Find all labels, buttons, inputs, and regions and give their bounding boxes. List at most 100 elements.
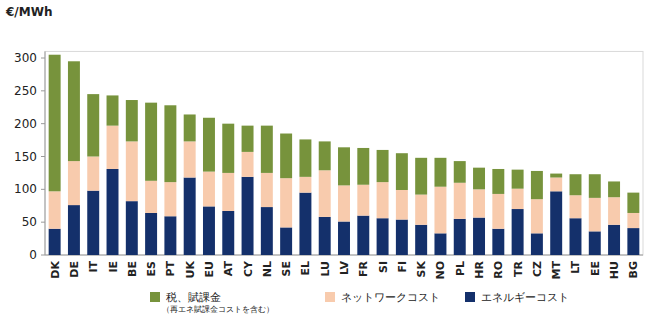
bar-segment <box>454 183 466 219</box>
bar-segment <box>357 216 369 255</box>
x-tick-label: RO <box>492 261 505 279</box>
bar-segment <box>512 189 524 209</box>
legend-label: エネルギーコスト <box>481 291 569 304</box>
y-tick-label: 250 <box>14 84 37 98</box>
bar-segment <box>107 169 119 255</box>
bar-segment <box>222 211 234 255</box>
bar-segment <box>87 94 99 156</box>
bar-segment <box>608 225 620 255</box>
x-tick-label: PT <box>164 261 177 277</box>
bar-segment <box>49 229 61 255</box>
y-tick <box>41 255 45 256</box>
bar-segment <box>203 118 215 172</box>
legend-note: （再エネ賦課金コストを含む） <box>162 305 274 314</box>
bar-segment <box>242 177 254 255</box>
y-axis-line <box>45 51 46 255</box>
bar-segment <box>473 218 485 255</box>
x-tick-label: UK <box>184 261 197 279</box>
bar-segment <box>434 233 446 255</box>
legend-label: 税、賦課金 <box>166 291 221 304</box>
bar-segment <box>627 228 639 255</box>
x-tick-label: MT <box>550 261 563 280</box>
bar-segment <box>184 178 196 255</box>
bar-segment <box>338 185 350 221</box>
bar-segment <box>261 126 273 173</box>
bar-segment <box>608 197 620 225</box>
x-tick-label: BE <box>126 261 139 277</box>
bar-segment <box>261 173 273 207</box>
x-tick-label: EU <box>203 261 216 277</box>
bar-segment <box>377 218 389 255</box>
bar-segment <box>222 173 234 211</box>
bar-segment <box>145 181 157 213</box>
bar-segment <box>357 148 369 185</box>
bar-segment <box>589 198 601 231</box>
bar-segment <box>126 100 138 141</box>
bar-segment <box>299 139 311 176</box>
bar-segment <box>164 216 176 255</box>
bar-segment <box>126 141 138 201</box>
bar-segment <box>280 134 292 179</box>
bar-segment <box>531 233 543 255</box>
y-tick <box>41 58 45 59</box>
bar-segment <box>338 147 350 185</box>
bars <box>49 55 640 255</box>
bar-segment <box>550 191 562 255</box>
y-tick-label: 300 <box>14 51 37 65</box>
bar-segment <box>338 222 350 255</box>
x-tick-label: BG <box>627 261 640 278</box>
x-tick-label: HR <box>473 260 486 278</box>
bar-segment <box>396 190 408 220</box>
bar-segment <box>222 124 234 173</box>
bar-segment <box>570 195 582 218</box>
bar-segment <box>145 213 157 255</box>
x-tick-label: CZ <box>531 261 544 277</box>
x-tick-label: IE <box>107 261 120 273</box>
bar-segment <box>107 126 119 169</box>
bar-segment <box>473 168 485 190</box>
bar-segment <box>319 170 331 217</box>
y-tick <box>41 156 45 157</box>
y-tick <box>41 189 45 190</box>
x-tick-label: LV <box>338 261 351 275</box>
x-tick-label: FR <box>357 260 370 277</box>
bar-segment <box>107 95 119 125</box>
x-tick-label: FI <box>396 261 409 273</box>
bar-segment <box>415 158 427 195</box>
x-tick-label: NO <box>434 261 447 280</box>
bar-segment <box>396 220 408 255</box>
bar-segment <box>319 217 331 255</box>
bar-segment <box>396 153 408 190</box>
x-tick-label: SK <box>415 261 428 278</box>
bar-segment <box>512 170 524 189</box>
legend-swatch <box>325 292 335 302</box>
bar-segment <box>589 174 601 198</box>
bar-segment <box>203 172 215 207</box>
bar-segment <box>415 195 427 225</box>
bar-segment <box>299 193 311 255</box>
bar-segment <box>434 187 446 234</box>
x-tick-label: CY <box>242 260 255 277</box>
bar-segment <box>49 55 61 192</box>
bar-segment <box>570 174 582 195</box>
bar-segment <box>164 182 176 216</box>
bar-segment <box>145 103 157 181</box>
bar-segment <box>242 126 254 152</box>
y-tick-label: 50 <box>22 215 37 229</box>
bar-segment <box>492 229 504 255</box>
y-tick-label: 150 <box>14 150 37 164</box>
x-tick-label: SI <box>377 261 390 273</box>
y-tick <box>41 123 45 124</box>
bar-segment <box>68 61 80 161</box>
bar-segment <box>608 181 620 197</box>
bar-segment <box>68 205 80 255</box>
bar-segment <box>68 161 80 205</box>
bar-segment <box>627 213 639 228</box>
bar-segment <box>164 105 176 182</box>
legend-swatch <box>150 292 160 302</box>
bar-segment <box>184 114 196 141</box>
bar-segment <box>49 191 61 228</box>
bar-segment <box>531 199 543 233</box>
bar-segment <box>126 201 138 255</box>
bar-segment <box>589 231 601 255</box>
